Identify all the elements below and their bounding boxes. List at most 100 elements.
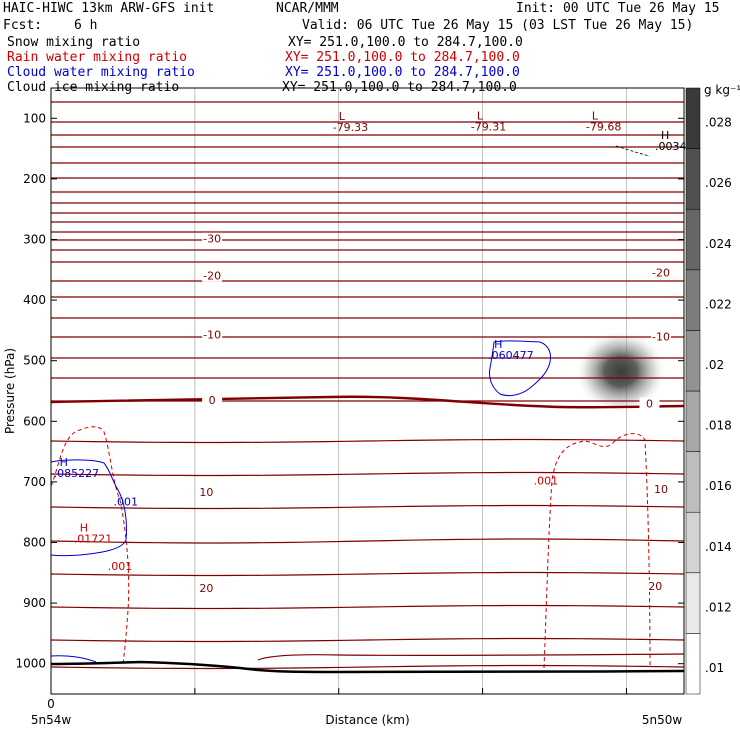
colorbar-segment [685,330,701,392]
y-tick-label: 400 [23,293,46,307]
near-surface-isotherm [257,653,685,661]
rain-contour-label: .001 [108,560,133,573]
extremum-symbol: H [80,522,88,535]
label-background [650,330,671,343]
model-title: HAIC-HIWC 13km ARW-GFS init [3,1,215,16]
colorbar-segment [685,148,701,210]
cloud-water-contours [50,340,551,663]
y-tick-label: 900 [23,596,46,610]
rain-contours [50,426,651,669]
label-background [202,328,223,341]
label-background [202,232,223,245]
label-background [650,266,671,279]
snow-field [574,329,667,414]
field-rain-name: Rain water mixing ratio [7,50,188,65]
fcst-value: 6 h [74,18,98,33]
colorbar-label: .028 [705,116,732,130]
extremum-symbol: L [477,109,484,122]
y-tick-label: 100 [23,111,46,125]
y-tick-label: 700 [23,475,46,489]
extremum-symbol: L [592,109,599,122]
colorbar-label: .018 [705,419,732,433]
colorbar-segment [685,511,701,574]
y-tick-label: 1000 [15,657,46,671]
colorbar-label: .014 [705,540,732,554]
extremum-symbol: H [494,338,502,351]
fcst-label: Fcst: [3,18,43,33]
colorbar-label: .012 [705,600,732,614]
extremum-value: .085227 [54,467,100,480]
rain-contour [543,433,651,669]
temperature-label: 20 [648,580,662,593]
isotherm-line [50,538,685,544]
colorbar-label: .024 [705,237,732,251]
extremum-symbol: H [60,456,68,469]
temperature-label: -30 [203,233,221,246]
temperature-label: 0 [209,394,216,407]
rain-contour [50,426,130,666]
x-axis-label: Distance (km) [325,713,409,727]
y-tick-label: 600 [23,414,46,428]
temperature-label: -10 [203,328,221,341]
colorbar-label: .01 [705,661,724,675]
label-background [196,581,217,594]
temperature-label: -20 [203,270,221,283]
extremum-value: -79.68 [586,120,621,133]
extremum-value: -79.33 [333,121,368,134]
colorbar-segment [685,208,701,271]
snow-contour [615,145,651,157]
init-time: Init: 00 UTC Tue 26 May 15 [516,1,720,16]
snow-maximum [574,329,667,414]
label-background [196,486,217,499]
isotherm-line [50,637,685,643]
temperature-contours [50,101,685,670]
label-background [202,393,223,406]
rain-contour-label: .001 [534,474,559,487]
label-background [650,482,671,495]
y-tick-label: 300 [23,233,46,247]
x-end-label-right: 5n50w [642,713,683,727]
extremum-value: .01721 [74,533,113,546]
isotherm-line [50,571,685,577]
colorbar-label: .022 [705,297,732,311]
colorbar-label: .016 [705,479,732,493]
colorbar-segment [685,451,701,513]
org-label: NCAR/MMM [276,1,339,16]
label-background [639,397,660,410]
cloud-water-contour [50,459,127,557]
temperature-label: -20 [652,267,670,280]
colorbar-label: .02 [705,358,724,372]
x-tick-label: 0 [47,697,55,711]
plot-frame [50,87,685,695]
extremum-value: .0034 [655,140,687,153]
cloud-contour-label: .001 [114,496,139,509]
label-background [202,269,223,282]
grid-lines [50,88,627,694]
field-cloud-water-name: Cloud water mixing ratio [7,65,195,80]
field-rain-xy: XY= 251.0,100.0 to 284.7,100.0 [285,50,520,65]
valid-time: Valid: 06 UTC Tue 26 May 15 (03 LST Tue … [302,18,694,33]
temperature-label: 10 [199,486,213,499]
extremum-value: .060477 [488,349,533,362]
field-snow-name: Snow mixing ratio [7,35,141,50]
surface-line [50,660,685,674]
extremum-value: -79.31 [471,120,506,133]
y-tick-label: 200 [23,172,46,186]
label-background [645,579,666,592]
colorbar: .01 .012 .014 .016 .018 .02 .022 .024 .026 .028 g … [685,83,740,695]
y-tick-label: 500 [23,354,46,368]
extremum-symbol: H [661,129,669,142]
isotherm-line [50,664,685,670]
colorbar-label: .026 [705,176,732,190]
y-tick-label: 800 [23,536,46,550]
terrain-line [50,653,685,674]
colorbar-segment [685,633,701,695]
isotherm-line [50,604,685,610]
cloud-water-contour [50,655,97,663]
colorbar-segment [685,87,701,149]
x-end-label-left: 5n54w [31,713,72,727]
temperature-label: 20 [199,582,213,595]
